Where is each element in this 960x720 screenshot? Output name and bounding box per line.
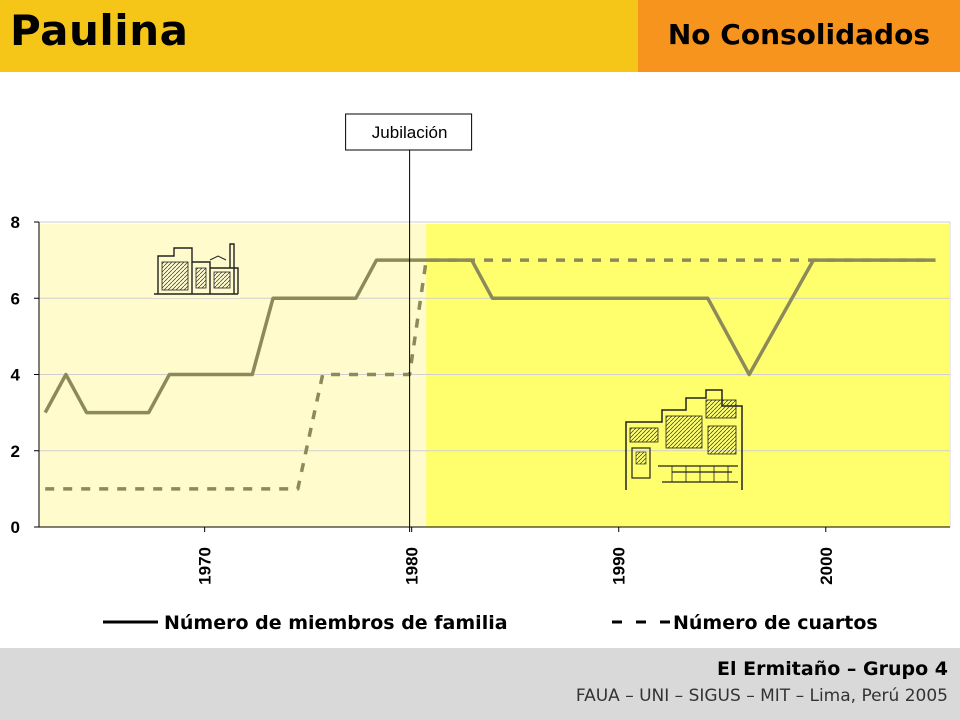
y-tick-label: 0	[11, 518, 20, 537]
x-tick-label: 2000	[817, 547, 836, 585]
jubilacion-label-box	[345, 113, 473, 151]
footer-institution: FAUA – UNI – SIGUS – MIT – Lima, Perú 20…	[575, 686, 948, 706]
legend-label-family-members: Número de miembros de familia	[164, 612, 508, 634]
line-chart: 0 2 4 6 8 1970 1980 1990 2000 Jubilación Número …	[11, 113, 951, 634]
house-sketch-illustration	[625, 389, 743, 490]
house-sketch-illustration	[152, 242, 240, 298]
header-right-band	[638, 0, 960, 72]
y-tick-label: 4	[11, 366, 21, 385]
header-left-band	[0, 0, 638, 72]
y-tick-label: 6	[11, 289, 20, 308]
x-tick-label: 1980	[403, 547, 422, 585]
page-title: Paulina	[10, 6, 189, 55]
x-tick-label: 1970	[196, 547, 215, 585]
page-subtitle: No Consolidados	[667, 18, 930, 51]
x-tick-label: 1990	[610, 547, 629, 585]
legend-label-rooms: Número de cuartos	[673, 612, 878, 634]
y-tick-label: 2	[11, 442, 20, 461]
y-tick-label: 8	[11, 213, 20, 232]
jubilacion-label: Jubilación	[372, 123, 448, 142]
footer-credit: El Ermitaño – Grupo 4	[717, 658, 948, 680]
footer-band: El Ermitaño – Grupo 4 FAUA – UNI – SIGUS…	[0, 648, 960, 720]
series-line-family-members	[43, 258, 936, 415]
region-band-1	[426, 224, 950, 527]
